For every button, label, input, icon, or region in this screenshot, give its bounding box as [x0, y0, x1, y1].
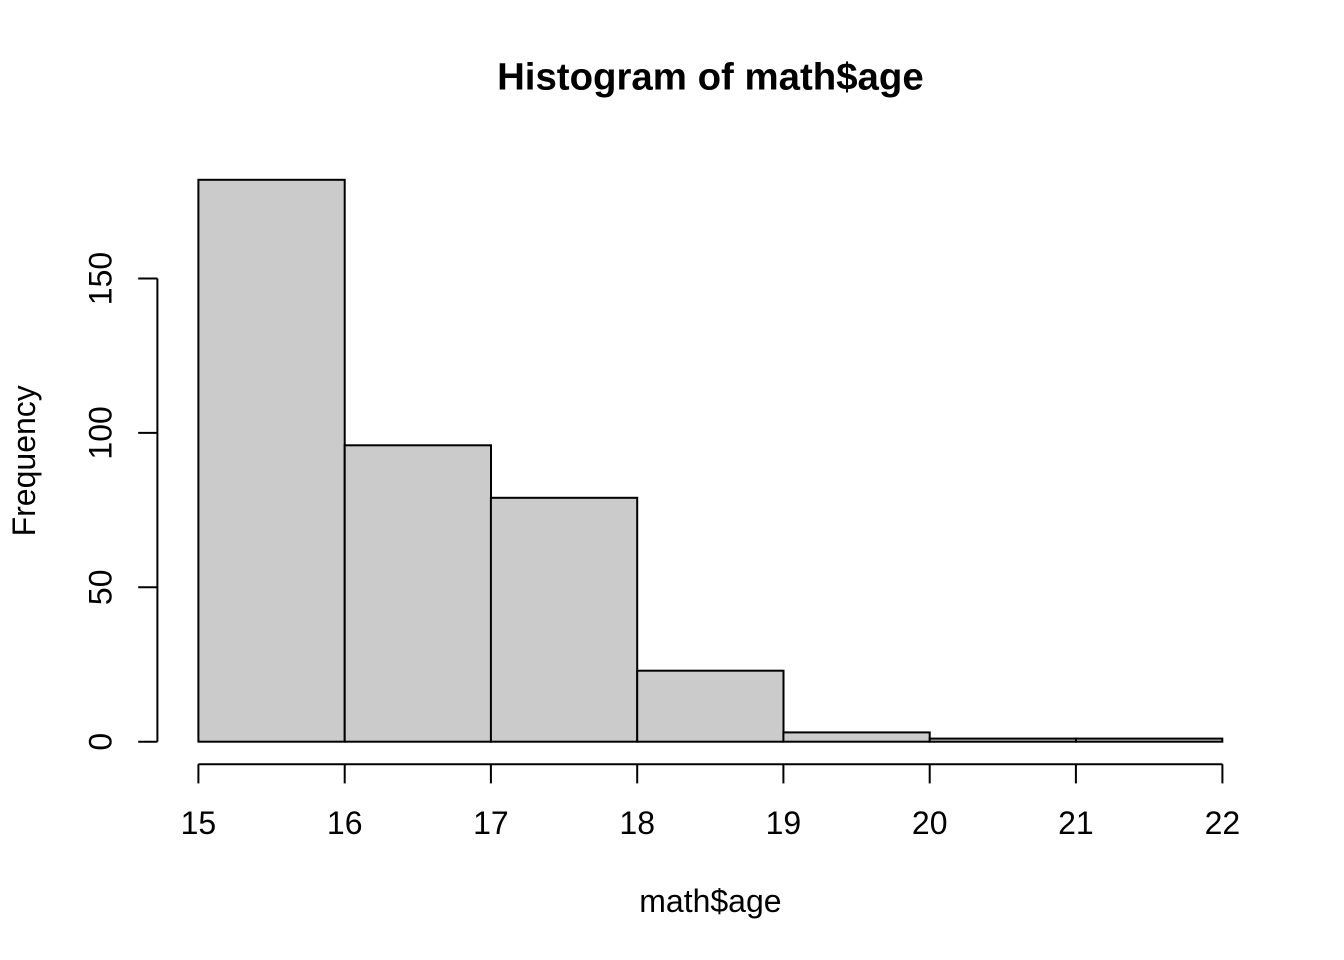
svg-text:math$age: math$age [639, 883, 781, 919]
svg-text:17: 17 [473, 805, 509, 841]
svg-text:20: 20 [912, 805, 948, 841]
svg-text:0: 0 [83, 733, 119, 751]
svg-text:50: 50 [83, 570, 119, 606]
svg-text:21: 21 [1058, 805, 1094, 841]
svg-text:100: 100 [83, 406, 119, 459]
svg-text:22: 22 [1205, 805, 1241, 841]
svg-text:15: 15 [181, 805, 217, 841]
svg-text:18: 18 [619, 805, 655, 841]
svg-text:19: 19 [766, 805, 802, 841]
svg-text:150: 150 [83, 252, 119, 305]
svg-text:Frequency: Frequency [6, 385, 42, 536]
svg-text:Histogram of math$age: Histogram of math$age [497, 56, 924, 99]
svg-text:16: 16 [327, 805, 363, 841]
